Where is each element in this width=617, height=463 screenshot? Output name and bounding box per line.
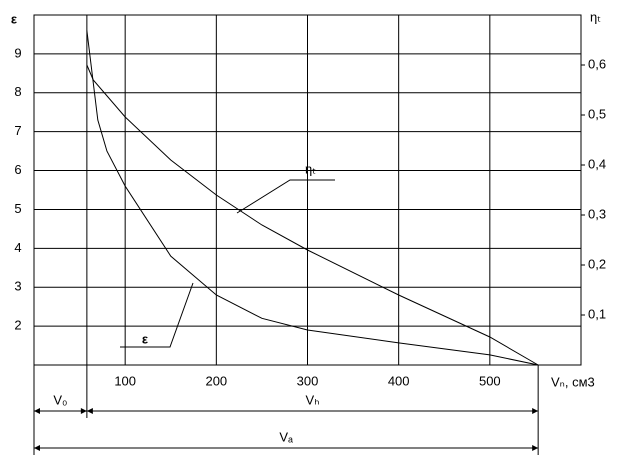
y-tick-label: 4 bbox=[14, 240, 21, 255]
leader-line bbox=[236, 179, 335, 214]
y2-tick-label: 0,6 bbox=[588, 56, 606, 71]
y-axis-label: ε bbox=[11, 11, 17, 26]
dimension-label: Vₐ bbox=[279, 429, 293, 444]
x-tick-label: 300 bbox=[297, 373, 319, 388]
y-tick-label: 8 bbox=[14, 84, 21, 99]
y2-tick-label: 0,4 bbox=[588, 156, 606, 171]
annotation: ηₜ bbox=[305, 161, 316, 176]
y2-tick-label: 0,2 bbox=[588, 256, 606, 271]
y-tick-label: 5 bbox=[14, 201, 21, 216]
series-line bbox=[86, 30, 539, 366]
y-tick-label: 7 bbox=[14, 123, 21, 138]
series-line bbox=[86, 64, 539, 366]
y2-tick-label: 0,5 bbox=[588, 106, 606, 121]
y2-tick-label: 0,1 bbox=[588, 306, 606, 321]
y-tick-label: 3 bbox=[14, 279, 21, 294]
x-tick-label: 500 bbox=[479, 373, 501, 388]
y-tick-label: 2 bbox=[14, 318, 21, 333]
y-tick-label: 9 bbox=[14, 45, 21, 60]
y2-tick-label: 0,3 bbox=[588, 206, 606, 221]
dimension-label: Vₕ bbox=[306, 392, 320, 407]
y2-axis-label: ηₜ bbox=[590, 9, 601, 24]
x-tick-label: 400 bbox=[388, 373, 410, 388]
leader-line bbox=[120, 282, 194, 348]
annotation: ε bbox=[142, 331, 148, 346]
y-tick-label: 6 bbox=[14, 162, 21, 177]
x-tick-label: 200 bbox=[205, 373, 227, 388]
x-axis-label: Vₙ, см3 bbox=[551, 374, 595, 389]
x-tick-label: 100 bbox=[114, 373, 136, 388]
dimension-label: V₀ bbox=[53, 392, 67, 407]
